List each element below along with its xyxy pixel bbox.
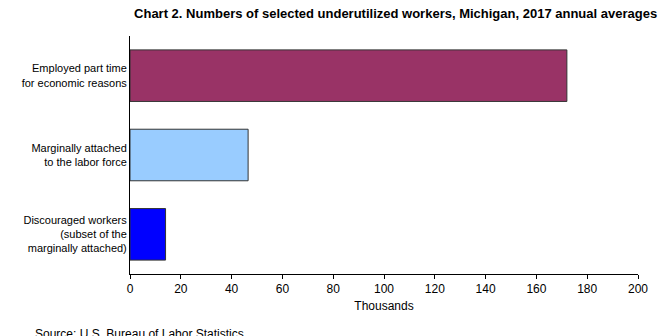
svg-text:Thousands: Thousands xyxy=(354,299,413,313)
svg-text:20: 20 xyxy=(174,282,188,296)
svg-text:Employed part timefor economic: Employed part timefor economic reasons xyxy=(22,62,128,88)
svg-text:Source: U.S. Bureau of Labor S: Source: U.S. Bureau of Labor Statistics. xyxy=(35,327,247,336)
svg-text:Discouraged workers(subset of: Discouraged workers(subset of themargina… xyxy=(23,214,127,255)
svg-text:80: 80 xyxy=(327,282,341,296)
svg-text:200: 200 xyxy=(628,282,648,296)
svg-text:60: 60 xyxy=(276,282,290,296)
svg-text:140: 140 xyxy=(476,282,496,296)
svg-text:Chart 2. Numbers of selected u: Chart 2. Numbers of selected underutiliz… xyxy=(134,6,657,21)
svg-text:0: 0 xyxy=(127,282,134,296)
svg-text:180: 180 xyxy=(577,282,597,296)
svg-text:160: 160 xyxy=(526,282,546,296)
svg-text:Marginally attachedto the labo: Marginally attachedto the labor force xyxy=(31,142,126,168)
svg-text:100: 100 xyxy=(374,282,394,296)
svg-text:40: 40 xyxy=(225,282,239,296)
svg-text:120: 120 xyxy=(425,282,445,296)
